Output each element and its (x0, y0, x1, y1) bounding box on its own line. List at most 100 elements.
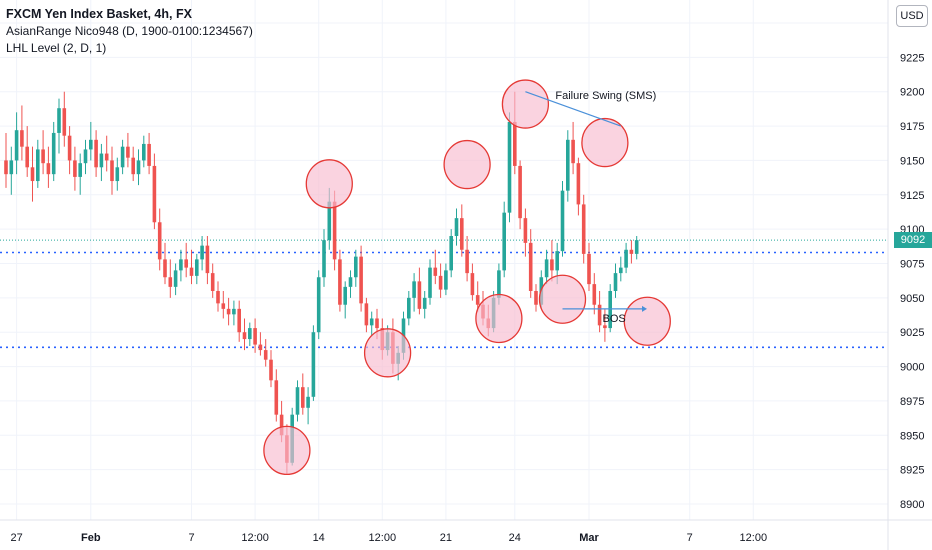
candle (295, 380, 300, 422)
candle-body (142, 143, 146, 161)
candle-body (253, 328, 257, 345)
indicator-lhl-level[interactable]: LHL Level (2, D, 1) (6, 41, 107, 55)
symbol-title[interactable]: FXCM Yen Index Basket, 4h, FX (6, 7, 192, 21)
time-tick-label: 7 (188, 532, 194, 544)
candle-body (242, 332, 247, 340)
candle (126, 132, 130, 168)
candle (454, 208, 459, 246)
price-tick-label: 9050 (900, 293, 924, 305)
candle-body (136, 160, 141, 175)
price-tick-label: 9075 (900, 259, 924, 271)
candle (147, 132, 151, 175)
chart-legend: FXCM Yen Index Basket, 4h, FX AsianRange… (6, 6, 253, 57)
candle-body (587, 253, 591, 285)
candle-body (30, 167, 35, 182)
highlight-circles (263, 79, 671, 476)
candle-body (428, 267, 432, 298)
failure-swing-label[interactable]: Failure Swing (SMS) (555, 89, 657, 102)
candle (4, 132, 8, 188)
candle (518, 160, 522, 230)
candle-body (232, 308, 236, 315)
candle (449, 229, 453, 278)
candle (581, 194, 586, 264)
candle-body (375, 318, 379, 329)
indicator-asianrange[interactable]: AsianRange Nico948 (D, 1900-0100:1234567… (6, 24, 253, 38)
candle-body (131, 157, 135, 175)
candle (274, 369, 279, 422)
candle (301, 373, 305, 415)
candle (9, 146, 14, 195)
highlight-circle (538, 274, 587, 324)
candle (316, 270, 321, 340)
candle (428, 259, 432, 305)
currency-button[interactable]: USD (896, 5, 928, 27)
failure-swing-line (525, 91, 622, 127)
bos-arrow (642, 305, 647, 312)
candle-body (46, 163, 51, 175)
candle-body (454, 218, 459, 237)
candle (237, 300, 241, 342)
candle (142, 135, 146, 168)
candle-body (104, 153, 109, 161)
candle-body (369, 318, 374, 326)
highlight-circle (305, 159, 353, 209)
candle (89, 121, 93, 161)
candle (269, 350, 273, 388)
candle-body (189, 267, 194, 276)
candle (184, 242, 188, 278)
candle-body (147, 143, 151, 166)
candle-body (36, 149, 40, 182)
candle-body (51, 132, 56, 175)
candle (73, 146, 77, 191)
candle (179, 249, 183, 282)
annotation-lines (525, 91, 647, 312)
price-tick-label: 9175 (900, 121, 924, 133)
candle-body (110, 160, 114, 182)
candles (4, 91, 639, 474)
candle (83, 139, 88, 175)
candle-body (226, 308, 231, 315)
candle-body (316, 277, 321, 333)
candle (168, 259, 173, 298)
highlight-circle (501, 79, 550, 129)
candle-body (221, 303, 226, 309)
candle (354, 249, 358, 287)
candle (629, 240, 634, 264)
candle (348, 270, 353, 298)
candle (544, 249, 549, 285)
price-tick-label: 9200 (900, 87, 924, 99)
candle (57, 98, 61, 154)
candle (417, 267, 422, 315)
candle (528, 229, 533, 298)
highlight-circle (363, 328, 412, 378)
candle-body (449, 236, 453, 271)
candle (14, 112, 19, 175)
candle (62, 91, 67, 147)
time-tick-label: 24 (509, 532, 521, 544)
candle (576, 157, 581, 216)
candle (624, 242, 628, 274)
candle (173, 263, 178, 296)
candle (369, 311, 374, 337)
candle-body (173, 270, 178, 287)
candle (460, 204, 464, 257)
candle-body (120, 146, 125, 168)
last-price-label: 9092 (894, 232, 932, 249)
candle (592, 273, 597, 315)
candle-body (513, 121, 517, 166)
candle-body (555, 251, 559, 271)
candle (94, 130, 98, 177)
candle (115, 157, 120, 191)
horizontal-levels (0, 239, 888, 349)
candle (258, 332, 263, 356)
candle (433, 249, 438, 285)
candle-body (560, 190, 565, 252)
candle (41, 130, 45, 175)
candle (338, 249, 342, 312)
bos-label[interactable]: BOS (602, 312, 626, 325)
candle (571, 121, 575, 175)
candle-body (348, 277, 353, 287)
candle (216, 281, 220, 312)
